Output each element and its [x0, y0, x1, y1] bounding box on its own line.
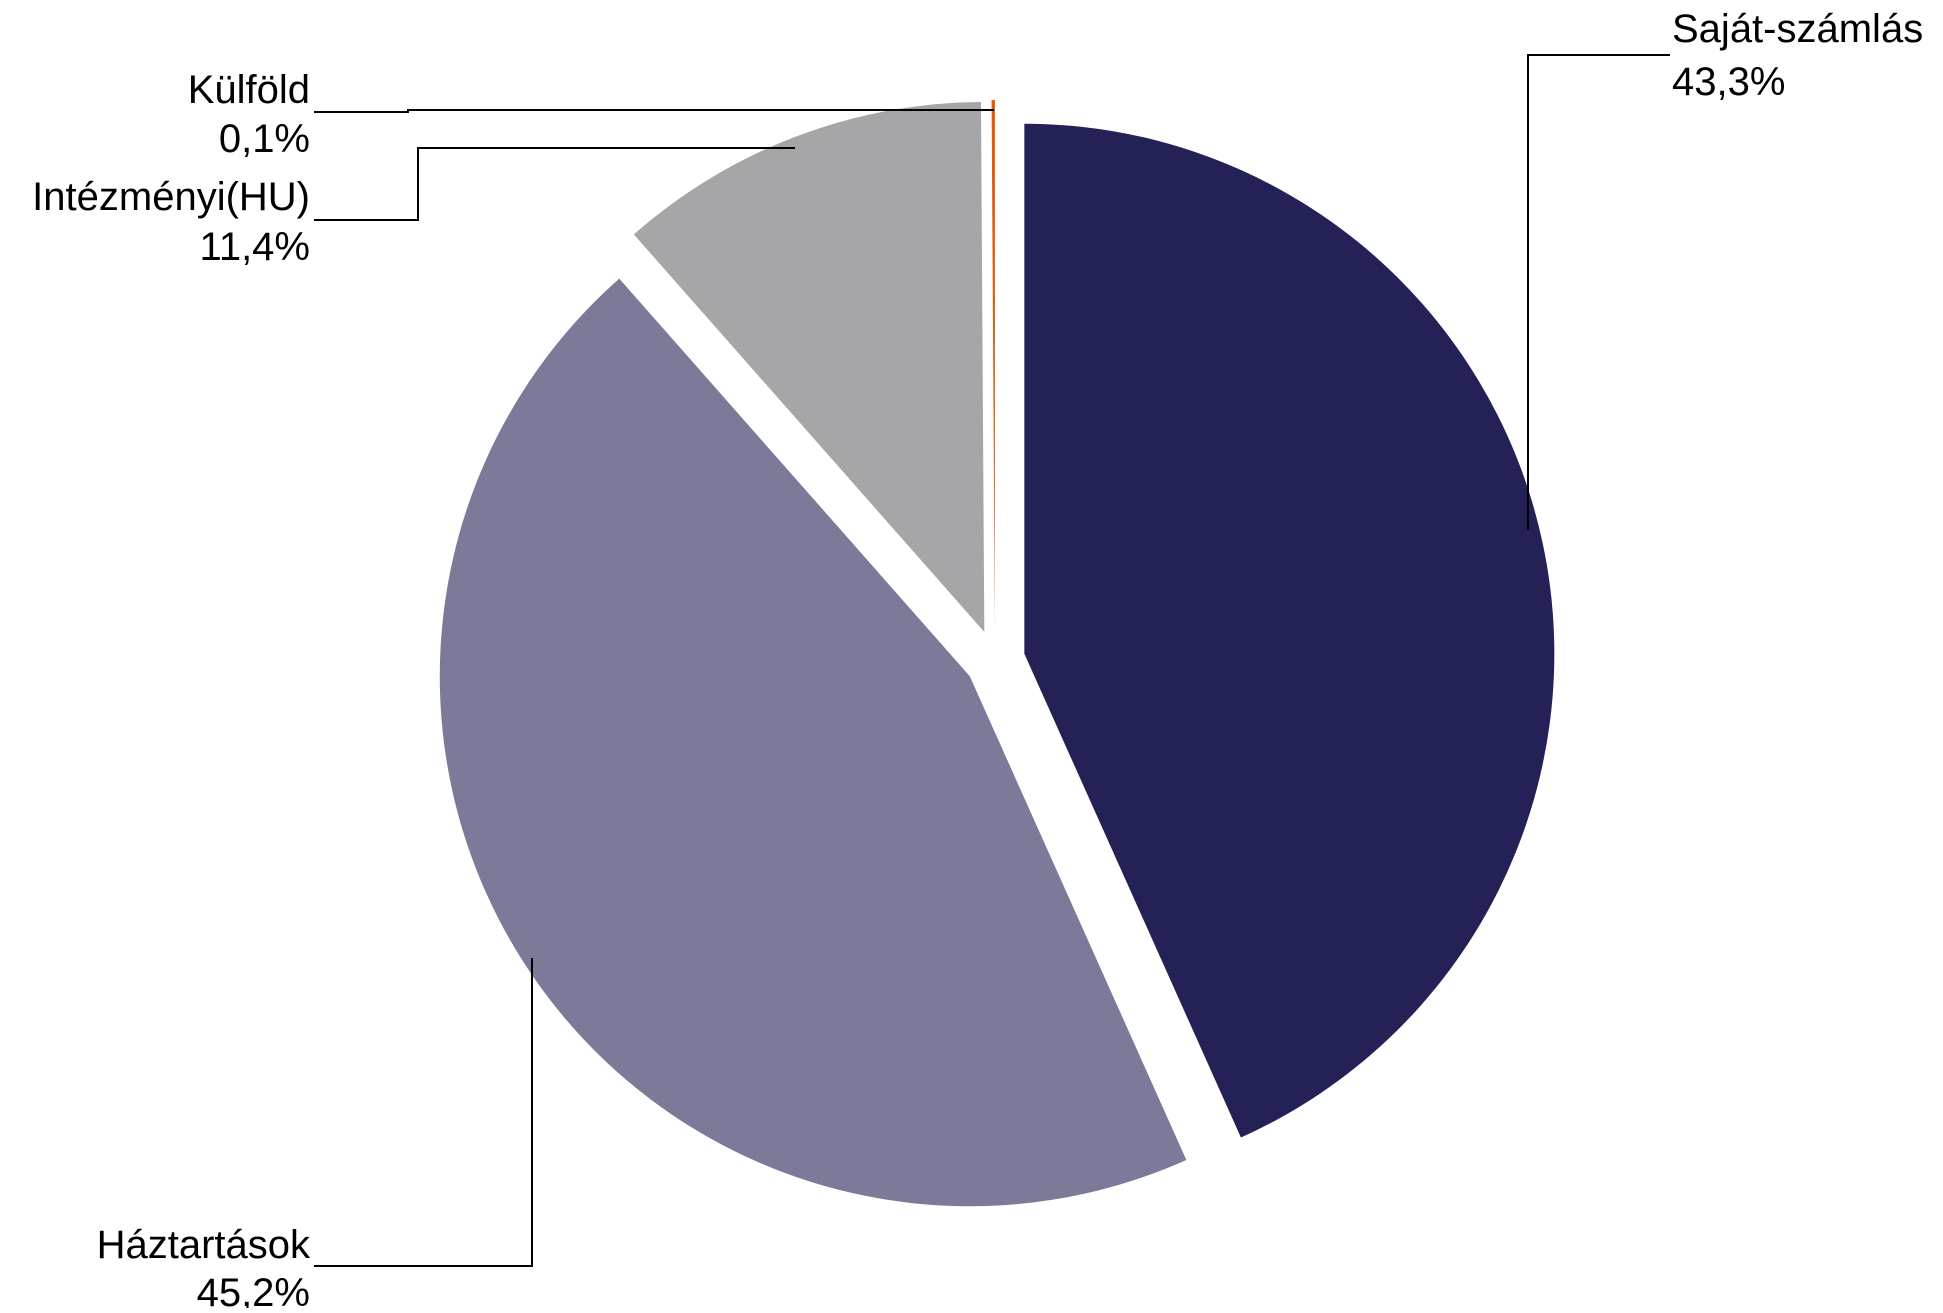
leader-line-1: [314, 958, 533, 1267]
slice-label-3: Külföld: [188, 68, 310, 112]
leader-line-2: [314, 147, 795, 221]
leader-lines-layer: [314, 54, 1670, 1267]
slice-label-2: Intézményi(HU): [32, 175, 310, 219]
pie-slice-0: [1024, 123, 1555, 1138]
leader-line-3: [314, 109, 994, 113]
pie-slice-3: [991, 100, 995, 631]
slice-value-label-2: 11,4%: [200, 225, 310, 269]
slice-value-label-3: 0,1%: [219, 117, 310, 161]
slice-value-label-1: 45,2%: [197, 1271, 310, 1308]
slices-layer: [439, 100, 1555, 1207]
leader-line-0: [1527, 54, 1670, 530]
pie-slice-1: [439, 278, 1187, 1207]
labels-layer: Saját-számlás 43,3% Háztartások 45,2% Intézm…: [32, 7, 1923, 1313]
slice-label-0: Saját-számlás: [1672, 7, 1923, 51]
pie-slice-2: [633, 101, 985, 632]
slice-label-1: Háztartások: [97, 1223, 311, 1267]
slice-value-label-0: 43,3%: [1672, 60, 1785, 104]
